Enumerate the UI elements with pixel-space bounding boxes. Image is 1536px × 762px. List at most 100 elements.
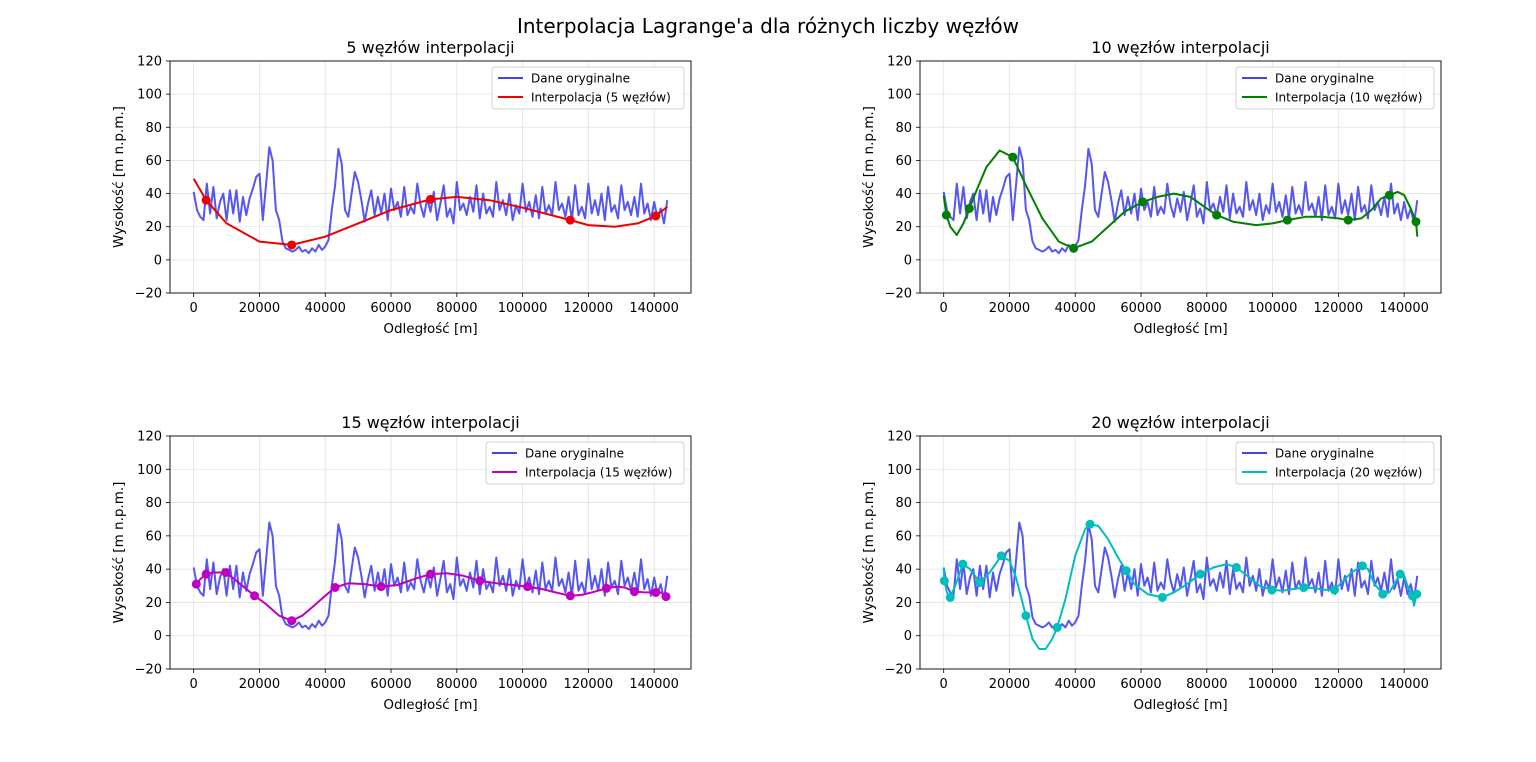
y-tick-label: 40 bbox=[145, 187, 162, 202]
y-tick-label: 0 bbox=[154, 253, 162, 268]
figure-suptitle: Interpolacja Lagrange'a dla różnych licz… bbox=[517, 14, 1019, 38]
x-tick-label: 60000 bbox=[1120, 677, 1161, 692]
interpolation-node-point bbox=[191, 579, 201, 589]
interpolation-node-point bbox=[1157, 592, 1167, 602]
interpolation-node-point bbox=[201, 569, 211, 579]
x-tick-label: 20000 bbox=[239, 677, 280, 692]
interpolation-node-point bbox=[996, 551, 1006, 561]
y-tick-label: 60 bbox=[895, 529, 912, 544]
x-tick-label: 60000 bbox=[370, 677, 411, 692]
x-tick-label: 80000 bbox=[1186, 677, 1227, 692]
x-tick-label: 20000 bbox=[989, 301, 1030, 316]
y-tick-label: 0 bbox=[154, 629, 162, 644]
interpolation-node-point bbox=[651, 587, 661, 597]
interpolation-node-point bbox=[1121, 566, 1131, 576]
legend-box bbox=[1235, 441, 1435, 485]
interpolation-node-point bbox=[1395, 569, 1405, 579]
x-tick-label: 0 bbox=[190, 301, 198, 316]
axes-frame bbox=[169, 60, 692, 294]
interpolation-line bbox=[942, 149, 1419, 250]
y-tick-label: 60 bbox=[145, 154, 162, 169]
plot-series bbox=[941, 146, 1421, 255]
interpolation-node-point bbox=[1138, 197, 1148, 207]
x-tick-label: 80000 bbox=[436, 301, 477, 316]
x-tick-label: 120000 bbox=[564, 677, 614, 692]
y-tick-label: 0 bbox=[904, 253, 912, 268]
x-tick-label: 100000 bbox=[498, 677, 548, 692]
y-tick-label: 40 bbox=[895, 563, 912, 578]
interpolation-node-point bbox=[1231, 562, 1241, 572]
interpolation-node-point bbox=[1069, 243, 1079, 253]
legend-label-original: Dane oryginalne bbox=[1275, 447, 1374, 461]
interpolation-node-point bbox=[958, 559, 968, 569]
subplot-title: 5 węzłów interpolacji bbox=[346, 38, 514, 57]
interpolation-node-point bbox=[565, 215, 575, 225]
interpolation-node-point bbox=[1021, 611, 1031, 621]
x-tick-label: 0 bbox=[190, 677, 198, 692]
axes-frame bbox=[919, 435, 1442, 670]
subplot-grid: 0 20000 40000 60000 80000 100000 120000 140000−… bbox=[111, 38, 1442, 713]
y-axis-label: Wysokość [m n.p.m.] bbox=[861, 106, 877, 248]
interpolation-node-point bbox=[523, 582, 533, 592]
x-axis-label: Odległość [m] bbox=[383, 321, 477, 337]
legend-label-original: Dane oryginalne bbox=[1275, 72, 1374, 86]
interpolation-node-point bbox=[287, 240, 297, 250]
y-tick-label: 20 bbox=[145, 596, 162, 611]
x-tick-label: 100000 bbox=[498, 301, 548, 316]
y-tick-label: 40 bbox=[145, 563, 162, 578]
x-tick-label: 80000 bbox=[1186, 301, 1227, 316]
legend-label-original: Dane oryginalne bbox=[525, 447, 624, 461]
x-tick-label: 120000 bbox=[1314, 677, 1364, 692]
x-tick-label: 120000 bbox=[564, 301, 614, 316]
interpolation-node-point bbox=[1085, 519, 1095, 529]
y-tick-label: −20 bbox=[885, 287, 912, 302]
legend: Dane oryginalne Interpolacja (5 węzłów) bbox=[491, 66, 685, 110]
x-tick-label: 40000 bbox=[1055, 677, 1096, 692]
y-tick-label: 0 bbox=[904, 629, 912, 644]
x-tick-label: 0 bbox=[940, 677, 948, 692]
x-tick-label: 40000 bbox=[305, 677, 346, 692]
original-data-line bbox=[192, 146, 669, 255]
legend-label-original: Dane oryginalne bbox=[531, 72, 630, 86]
x-axis-label: Odległość [m] bbox=[383, 697, 477, 713]
interpolation-node-point bbox=[201, 195, 211, 205]
x-tick-label: 0 bbox=[940, 301, 948, 316]
x-tick-label: 60000 bbox=[370, 301, 411, 316]
interpolation-node-point bbox=[565, 591, 575, 601]
original-data-line bbox=[942, 146, 1419, 255]
interpolation-node-point bbox=[661, 592, 671, 602]
interpolation-node-point bbox=[1357, 561, 1367, 571]
y-tick-label: 80 bbox=[895, 121, 912, 136]
subplot-4: 0 20000 40000 60000 80000 100000 120000 140000 −… bbox=[861, 413, 1442, 713]
y-tick-label: 120 bbox=[137, 430, 162, 445]
axes-frame bbox=[919, 60, 1442, 294]
y-tick-label: −20 bbox=[135, 663, 162, 678]
y-tick-label: −20 bbox=[135, 287, 162, 302]
y-tick-label: −20 bbox=[885, 663, 912, 678]
interpolation-node-point bbox=[1282, 215, 1292, 225]
x-tick-label: 140000 bbox=[629, 301, 679, 316]
interpolation-node-point bbox=[287, 616, 297, 626]
interpolation-node-point bbox=[1299, 582, 1309, 592]
legend: Dane oryginalne Interpolacja (15 węzłów) bbox=[485, 441, 685, 485]
interpolation-node-point bbox=[1412, 589, 1422, 599]
legend-box bbox=[485, 441, 685, 485]
y-tick-label: 60 bbox=[145, 529, 162, 544]
y-tick-label: 60 bbox=[895, 154, 912, 169]
y-tick-label: 80 bbox=[145, 121, 162, 136]
interpolation-line bbox=[193, 571, 667, 622]
x-axis-label: Odległość [m] bbox=[1133, 697, 1227, 713]
interpolation-node-point bbox=[601, 583, 611, 593]
plot-series bbox=[939, 519, 1422, 650]
x-tick-label: 20000 bbox=[239, 301, 280, 316]
interpolation-node-point bbox=[1008, 152, 1018, 162]
interpolation-node-point bbox=[1267, 585, 1277, 595]
interpolation-node-point bbox=[376, 582, 386, 592]
y-tick-label: 80 bbox=[145, 496, 162, 511]
interpolation-node-point bbox=[330, 582, 340, 592]
x-tick-label: 100000 bbox=[1248, 301, 1298, 316]
y-tick-label: 120 bbox=[887, 55, 912, 70]
subplot-2: 0 20000 40000 60000 80000 100000 120000 140000 −… bbox=[861, 38, 1442, 337]
y-axis-label: Wysokość [m n.p.m.] bbox=[111, 482, 127, 624]
